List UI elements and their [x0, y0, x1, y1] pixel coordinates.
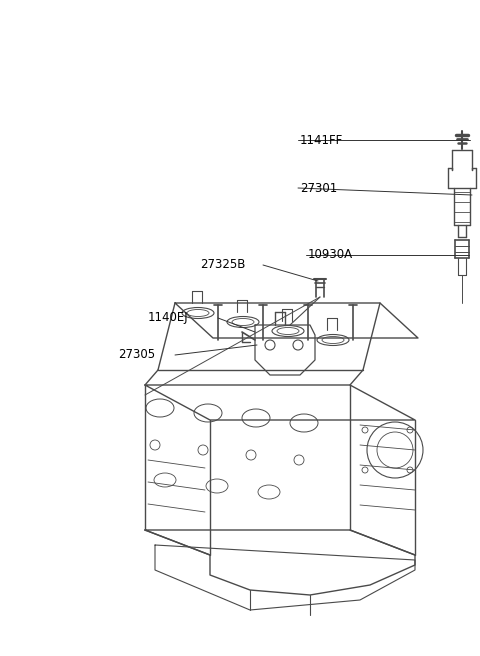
- Text: 1141FF: 1141FF: [300, 134, 343, 146]
- Text: 27305: 27305: [118, 348, 155, 361]
- Text: 27301: 27301: [300, 182, 337, 194]
- Text: 10930A: 10930A: [308, 249, 353, 262]
- Text: 27325B: 27325B: [200, 258, 245, 272]
- Text: 1140EJ: 1140EJ: [148, 312, 189, 325]
